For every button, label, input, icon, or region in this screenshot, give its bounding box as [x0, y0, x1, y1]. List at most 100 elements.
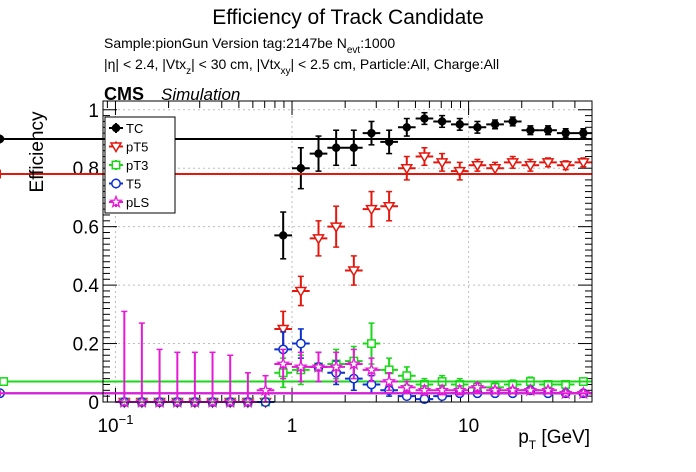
x-axis-label: pT [GeV]: [518, 427, 590, 452]
x-tick-label-base: 10: [458, 416, 479, 437]
data-point: [382, 374, 397, 388]
legend-marker: [111, 123, 121, 133]
data-point: [312, 234, 325, 245]
x-tick-label-exponent: −1: [119, 412, 134, 427]
data-point: [561, 128, 570, 138]
data-point: [490, 120, 500, 129]
data-point: [314, 149, 323, 158]
x-axis-label-sub: T: [529, 438, 537, 452]
data-point: [453, 166, 467, 178]
y-tick-label: 0.2: [73, 335, 99, 356]
legend: TC pT5 pT3 T5 pLS: [104, 116, 176, 214]
data-point: [331, 143, 341, 152]
data-point: [526, 126, 535, 135]
data-point: [295, 338, 306, 349]
data-point: [329, 222, 343, 234]
data-point: [293, 359, 308, 373]
legend-marker: [111, 178, 121, 189]
data-point: [365, 204, 378, 216]
data-point: [187, 394, 202, 408]
data-point: [170, 394, 185, 408]
data-point: [329, 359, 344, 373]
grid-lines: [103, 101, 592, 402]
sample-info-text: Sample:pionGun Version tag:2147be N: [104, 35, 347, 51]
data-point: [488, 163, 502, 175]
y-tick-label: 0.6: [73, 218, 99, 239]
y-tick-label: 0: [88, 393, 99, 414]
data-point: [399, 380, 414, 394]
chart-title: Efficiency of Track Candidate: [212, 6, 484, 29]
data-point: [559, 161, 573, 172]
cuts-part-c: | < 2.5 cm, Particle:All, Charge:All: [290, 56, 499, 72]
legend-label: T5: [126, 177, 141, 192]
cuts-part-a: |η| < 2.4, |Vtx: [104, 56, 186, 72]
sample-info: Sample:pionGun Version tag:2147be Nevt:1…: [104, 35, 395, 56]
data-point: [346, 356, 361, 370]
x-tick-label: 1: [287, 416, 298, 437]
data-point: [294, 286, 308, 298]
data-point: [455, 120, 464, 129]
data-point: [276, 356, 291, 370]
legend-marker: [109, 142, 123, 153]
legend-marker: [108, 194, 124, 208]
x-axis-label-unit: [GeV]: [536, 427, 590, 448]
x-axis-label-p: p: [518, 427, 529, 448]
data-point: [117, 394, 132, 408]
data-point: [0, 377, 9, 386]
data-point: [506, 158, 520, 169]
y-tick-label: 0.8: [73, 159, 99, 180]
data-point: [400, 163, 414, 175]
data-point: [508, 117, 517, 126]
data-point: [524, 161, 537, 172]
data-point: [541, 158, 555, 169]
x-tick-label-base: 1: [287, 416, 298, 437]
x-tick-label-base: 10: [97, 416, 118, 437]
data-point: [134, 394, 149, 408]
data-point: [402, 123, 411, 132]
x-tick-label: 10−1: [97, 412, 133, 437]
selection-cuts: |η| < 2.4, |Vtxz| < 30 cm, |Vtxxy| < 2.5…: [104, 56, 499, 77]
data-point: [152, 394, 167, 408]
data-point: [420, 114, 429, 123]
data-point: [418, 152, 431, 164]
data-point: [577, 158, 590, 169]
data-point: [367, 128, 376, 138]
y-tick-label: 1: [88, 101, 99, 122]
legend-label: pLS: [126, 195, 149, 210]
plot-frame: [102, 100, 593, 403]
data-point: [437, 117, 447, 126]
y-tick-label: 0.4: [73, 276, 100, 297]
data-point: [367, 339, 376, 349]
data-point: [349, 143, 359, 152]
legend-marker: [111, 160, 121, 170]
nevt-value: :1000: [360, 35, 395, 51]
legend-label: pT5: [126, 140, 148, 155]
cms-label: CMS: [104, 84, 144, 104]
data-point: [473, 123, 482, 132]
data-point: [0, 134, 5, 144]
data-point: [382, 201, 396, 213]
x-tick-label: 10: [458, 416, 479, 437]
legend-label: TC: [126, 121, 143, 136]
data-point: [435, 158, 449, 169]
data-point: [470, 380, 485, 394]
data-point: [205, 394, 220, 408]
data-point: [402, 371, 412, 381]
cuts-part-b: | < 30 cm, |Vtx: [191, 56, 280, 72]
data-point: [364, 362, 379, 376]
data-point: [276, 324, 290, 336]
data-point: [579, 128, 588, 138]
data-point: [296, 164, 306, 173]
nevt-subscript: evt: [347, 45, 361, 56]
data-point: [311, 359, 326, 373]
data-point: [543, 126, 553, 135]
data-point: [471, 161, 484, 172]
cuts-sub-xy: xy: [280, 66, 290, 77]
legend-label: pT3: [126, 158, 148, 173]
data-point: [223, 394, 238, 408]
data-point: [240, 394, 255, 408]
y-axis-label: Efficiency: [27, 111, 48, 192]
cuts-sub-z: z: [186, 66, 191, 77]
data-point: [278, 231, 288, 240]
